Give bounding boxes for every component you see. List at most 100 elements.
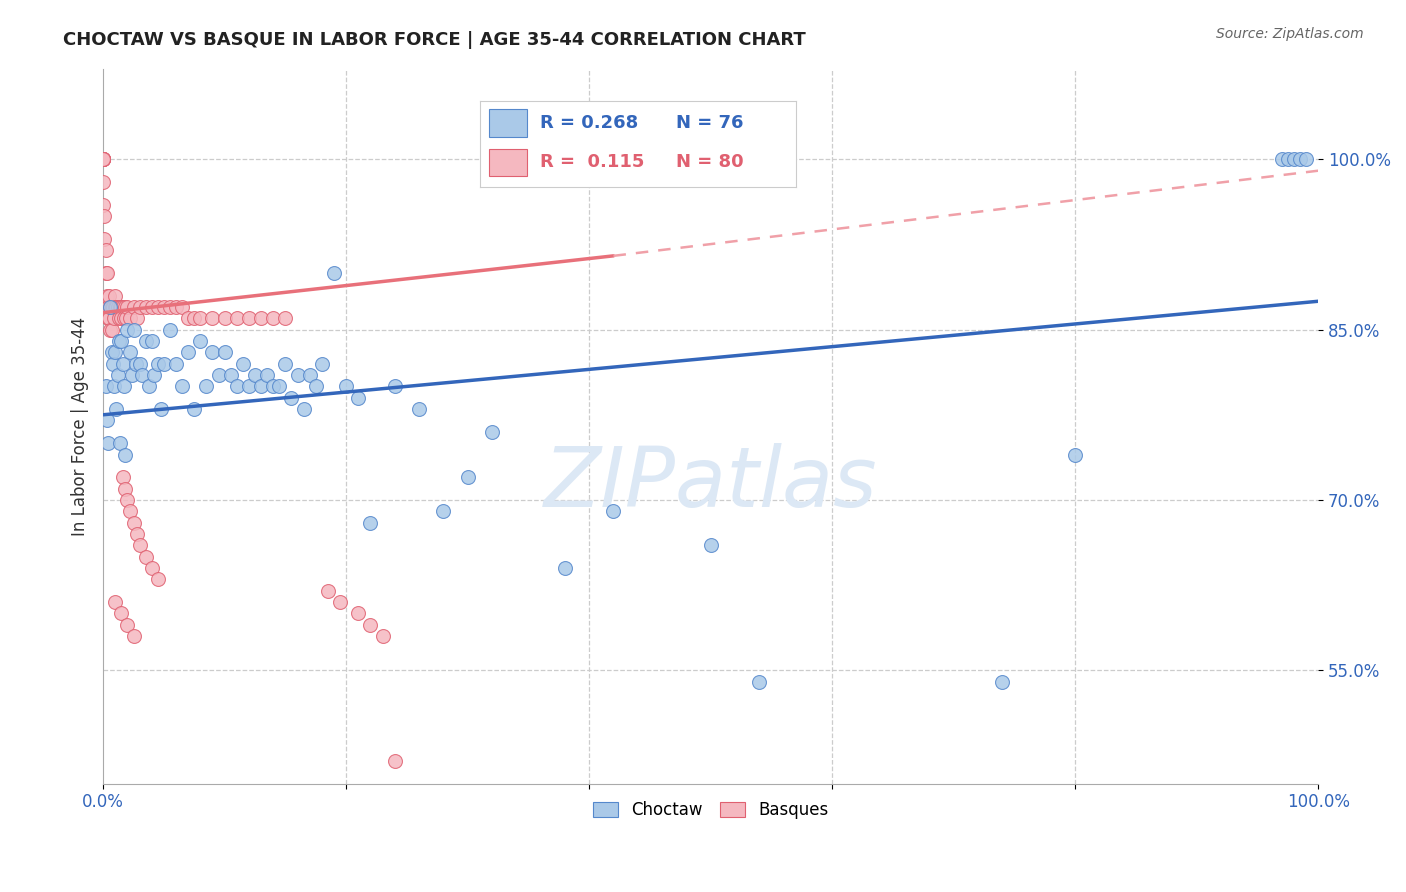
Point: [108, 436, 131, 450]
Point: [748, 674, 770, 689]
Point: [262, 379, 284, 393]
Point: [232, 357, 254, 371]
Point: [207, 368, 229, 382]
Point: [1064, 448, 1087, 462]
Point: [125, 357, 148, 371]
Point: [93, 209, 115, 223]
Point: [111, 357, 134, 371]
Point: [172, 300, 194, 314]
Point: [238, 379, 260, 393]
Point: [91, 153, 114, 167]
Point: [91, 153, 114, 167]
Point: [188, 311, 211, 326]
Point: [115, 311, 138, 326]
Point: [135, 549, 157, 564]
Point: [432, 504, 454, 518]
Point: [97, 436, 120, 450]
Point: [214, 345, 236, 359]
Point: [287, 368, 309, 382]
Point: [104, 595, 127, 609]
Point: [104, 345, 127, 359]
Point: [153, 300, 176, 314]
Point: [91, 153, 114, 167]
Point: [359, 516, 381, 530]
Y-axis label: In Labor Force | Age 35-44: In Labor Force | Age 35-44: [72, 317, 89, 536]
Point: [214, 311, 236, 326]
Point: [105, 300, 128, 314]
Point: [201, 311, 224, 326]
Point: [159, 300, 181, 314]
Point: [117, 300, 139, 314]
Point: [323, 266, 346, 280]
Point: [118, 311, 141, 326]
Point: [274, 311, 297, 326]
Point: [225, 311, 247, 326]
Point: [329, 595, 352, 609]
Point: [94, 243, 117, 257]
Point: [118, 504, 141, 518]
Point: [96, 413, 118, 427]
Point: [100, 300, 122, 314]
Point: [97, 311, 120, 326]
Point: [128, 357, 150, 371]
Point: [128, 300, 150, 314]
Point: [91, 153, 114, 167]
Point: [238, 311, 260, 326]
Point: [250, 311, 273, 326]
Point: [100, 323, 122, 337]
Point: [122, 300, 145, 314]
Text: Source: ZipAtlas.com: Source: ZipAtlas.com: [1216, 27, 1364, 41]
Point: [305, 379, 328, 393]
Point: [1277, 153, 1299, 167]
Point: [107, 368, 129, 382]
Point: [165, 300, 187, 314]
Point: [280, 391, 302, 405]
Point: [112, 379, 135, 393]
Point: [93, 232, 115, 246]
Point: [188, 334, 211, 348]
Point: [110, 300, 132, 314]
Point: [150, 402, 173, 417]
Point: [408, 402, 430, 417]
Point: [146, 357, 169, 371]
Point: [135, 300, 157, 314]
Point: [141, 561, 163, 575]
Point: [153, 357, 176, 371]
Point: [177, 345, 200, 359]
Point: [117, 323, 139, 337]
Point: [250, 379, 273, 393]
Point: [122, 516, 145, 530]
Point: [101, 357, 124, 371]
Point: [121, 368, 143, 382]
Point: [1295, 153, 1317, 167]
Point: [457, 470, 479, 484]
Point: [183, 311, 205, 326]
Point: [554, 561, 576, 575]
Point: [481, 425, 503, 439]
Point: [177, 311, 200, 326]
Point: [101, 300, 124, 314]
Point: [262, 311, 284, 326]
Point: [111, 300, 134, 314]
Point: [131, 368, 153, 382]
Point: [112, 311, 135, 326]
Point: [165, 357, 187, 371]
Point: [359, 617, 381, 632]
Point: [91, 198, 114, 212]
Point: [91, 175, 114, 189]
Point: [219, 368, 242, 382]
Point: [122, 629, 145, 643]
Point: [114, 482, 136, 496]
Point: [195, 379, 218, 393]
Point: [135, 334, 157, 348]
Point: [103, 311, 125, 326]
Point: [1282, 153, 1305, 167]
Point: [183, 402, 205, 417]
Point: [114, 448, 136, 462]
Point: [108, 334, 131, 348]
Point: [105, 402, 128, 417]
Point: [110, 334, 132, 348]
Text: ZIPatlas: ZIPatlas: [544, 442, 877, 524]
Point: [94, 379, 117, 393]
Point: [243, 368, 266, 382]
